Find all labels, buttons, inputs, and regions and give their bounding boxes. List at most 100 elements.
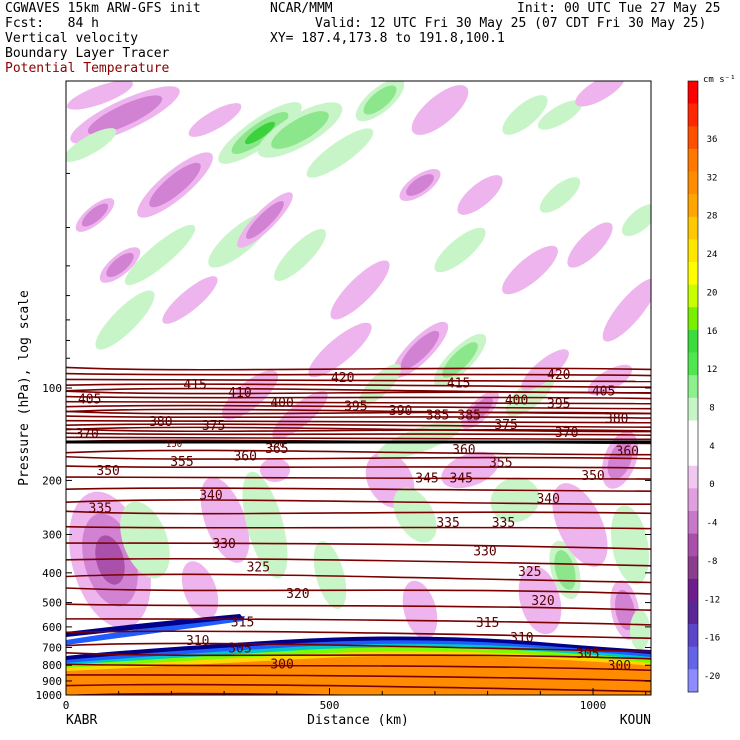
- theta-contour-23: [66, 487, 651, 492]
- theta-contour-32: [66, 618, 651, 626]
- x-axis-label: Distance (km): [307, 713, 409, 728]
- colorbar-tick-label-9: 0: [709, 480, 714, 490]
- theta-contour-8: [66, 404, 651, 410]
- theta-label-35: 330: [212, 537, 235, 552]
- y-tick-label-8: 900: [42, 675, 62, 688]
- vv-cell-1-2: [271, 111, 329, 149]
- colorbar-tick-label-1: 32: [707, 173, 718, 183]
- theta-label-13: 405: [592, 385, 615, 400]
- theta-label-42: 315: [476, 616, 499, 631]
- theta-contour-27: [66, 542, 651, 550]
- theta-label-34: 335: [492, 516, 515, 531]
- colorbar-cell-8: [688, 262, 698, 285]
- vv-cell-39-2: [607, 440, 633, 480]
- theta-contour-36: [66, 663, 651, 672]
- theta-label-46: 305: [576, 647, 599, 662]
- colorbar-tick-label-7: 8: [709, 404, 714, 414]
- vv-cell-30-2: [400, 330, 440, 370]
- theta-contour-22: [66, 476, 651, 480]
- theta-contour-5: [66, 390, 651, 395]
- colorbar-cell-21: [688, 556, 698, 580]
- theta-label-19: 370: [555, 426, 578, 441]
- theta-label-17: 380: [605, 412, 628, 427]
- vv-cell-28-1: [602, 278, 651, 342]
- theta-label-5: 405: [78, 392, 101, 407]
- theta-contour-0: [66, 366, 651, 371]
- vv-cell-51-1: [518, 565, 562, 635]
- theta-label-44: 310: [510, 631, 533, 646]
- theta-contour-33: [66, 630, 651, 640]
- theta-contour-34: [66, 642, 651, 653]
- theta-label-16: 375: [494, 418, 517, 433]
- theta-label-50: 150: [269, 440, 285, 450]
- theta-contour-28: [66, 557, 651, 567]
- colorbar-tick-label-10: -4: [707, 519, 718, 529]
- theta-contour-2: [66, 378, 651, 383]
- theta-label-23: 355: [170, 455, 193, 470]
- y-tick-label-5: 600: [42, 621, 62, 634]
- colorbar-tick-label-14: -20: [704, 672, 720, 682]
- theta-contour-26: [66, 525, 651, 530]
- y-axis-label: Pressure (hPa), log scale: [17, 290, 32, 486]
- theta-contour-31: [66, 603, 651, 612]
- colorbar-tick-label-3: 24: [707, 250, 718, 260]
- colorbar-cell-4: [688, 171, 698, 195]
- theta-contour-15: [66, 428, 651, 433]
- colorbar-tick-label-8: 4: [709, 442, 714, 452]
- colorbar-cell-23: [688, 601, 698, 625]
- colorbar-tick-label-11: -8: [707, 557, 718, 567]
- vv-cell-40-3: [95, 535, 125, 585]
- vv-cell-16-1: [124, 224, 196, 286]
- colorbar-tick-label-5: 16: [707, 327, 718, 337]
- theta-contour-1: [66, 372, 651, 377]
- theta-label-38: 325: [518, 565, 541, 580]
- colorbar-tick-label-0: 36: [707, 135, 718, 145]
- x-tick-label-2: 1000: [580, 699, 607, 712]
- theta-label-6: 400: [270, 396, 293, 411]
- x-start-station: KABR: [66, 713, 97, 728]
- vv-cell-50-1: [490, 477, 540, 523]
- theta-label-43: 310: [186, 634, 209, 649]
- y-tick-label-2: 300: [42, 528, 62, 541]
- theta-label-30: 340: [199, 488, 222, 503]
- theta-contour-10: [66, 410, 651, 415]
- vv-cell-12-1: [66, 81, 134, 110]
- theta-label-1: 410: [228, 386, 251, 401]
- theta-contour-17: [66, 436, 651, 441]
- theta-label-2: 420: [331, 371, 354, 386]
- colorbar-cell-11: [688, 329, 698, 353]
- theta-contour-21: [66, 465, 651, 469]
- vv-cell-18-2: [246, 201, 284, 239]
- theta-label-37: 325: [247, 561, 270, 576]
- colorbar-tick-label-12: -12: [704, 595, 720, 605]
- vv-cell-19-1: [162, 276, 218, 324]
- colorbar-cell-2: [688, 126, 698, 150]
- vv-cell-58-1: [630, 610, 650, 650]
- colorbar-cell-15: [688, 420, 698, 444]
- model-title: CGWAVES 15km ARW-GFS init: [5, 1, 201, 16]
- theta-label-47: 300: [270, 658, 293, 673]
- vv-cell-49-1: [402, 580, 438, 640]
- vv-cell-13-2: [81, 203, 109, 227]
- vv-cell-45-1: [313, 540, 347, 610]
- colorbar-cell-12: [688, 352, 698, 376]
- tracer-plume-upper: [66, 616, 245, 645]
- field-vertical-velocity: Vertical velocity: [5, 31, 139, 46]
- theta-label-49: 150: [166, 440, 182, 450]
- vv-cell-6-2: [363, 85, 397, 115]
- y-tick-label-0: 100: [42, 382, 62, 395]
- theta-label-12: 395: [547, 397, 570, 412]
- colorbar-cell-17: [688, 465, 698, 489]
- theta-label-48: 300: [608, 659, 631, 674]
- vv-cell-22-1: [308, 322, 372, 378]
- theta-contour-13: [66, 423, 651, 429]
- colorbar-cell-9: [688, 284, 698, 308]
- colorbar-cell-3: [688, 148, 698, 172]
- theta-label-9: 385: [426, 409, 449, 424]
- vv-cell-8-1: [411, 85, 469, 135]
- colorbar-cell-19: [688, 510, 698, 534]
- theta-contour-30: [66, 587, 651, 595]
- theta-contour-19: [66, 449, 651, 456]
- colorbar-cell-26: [688, 669, 698, 693]
